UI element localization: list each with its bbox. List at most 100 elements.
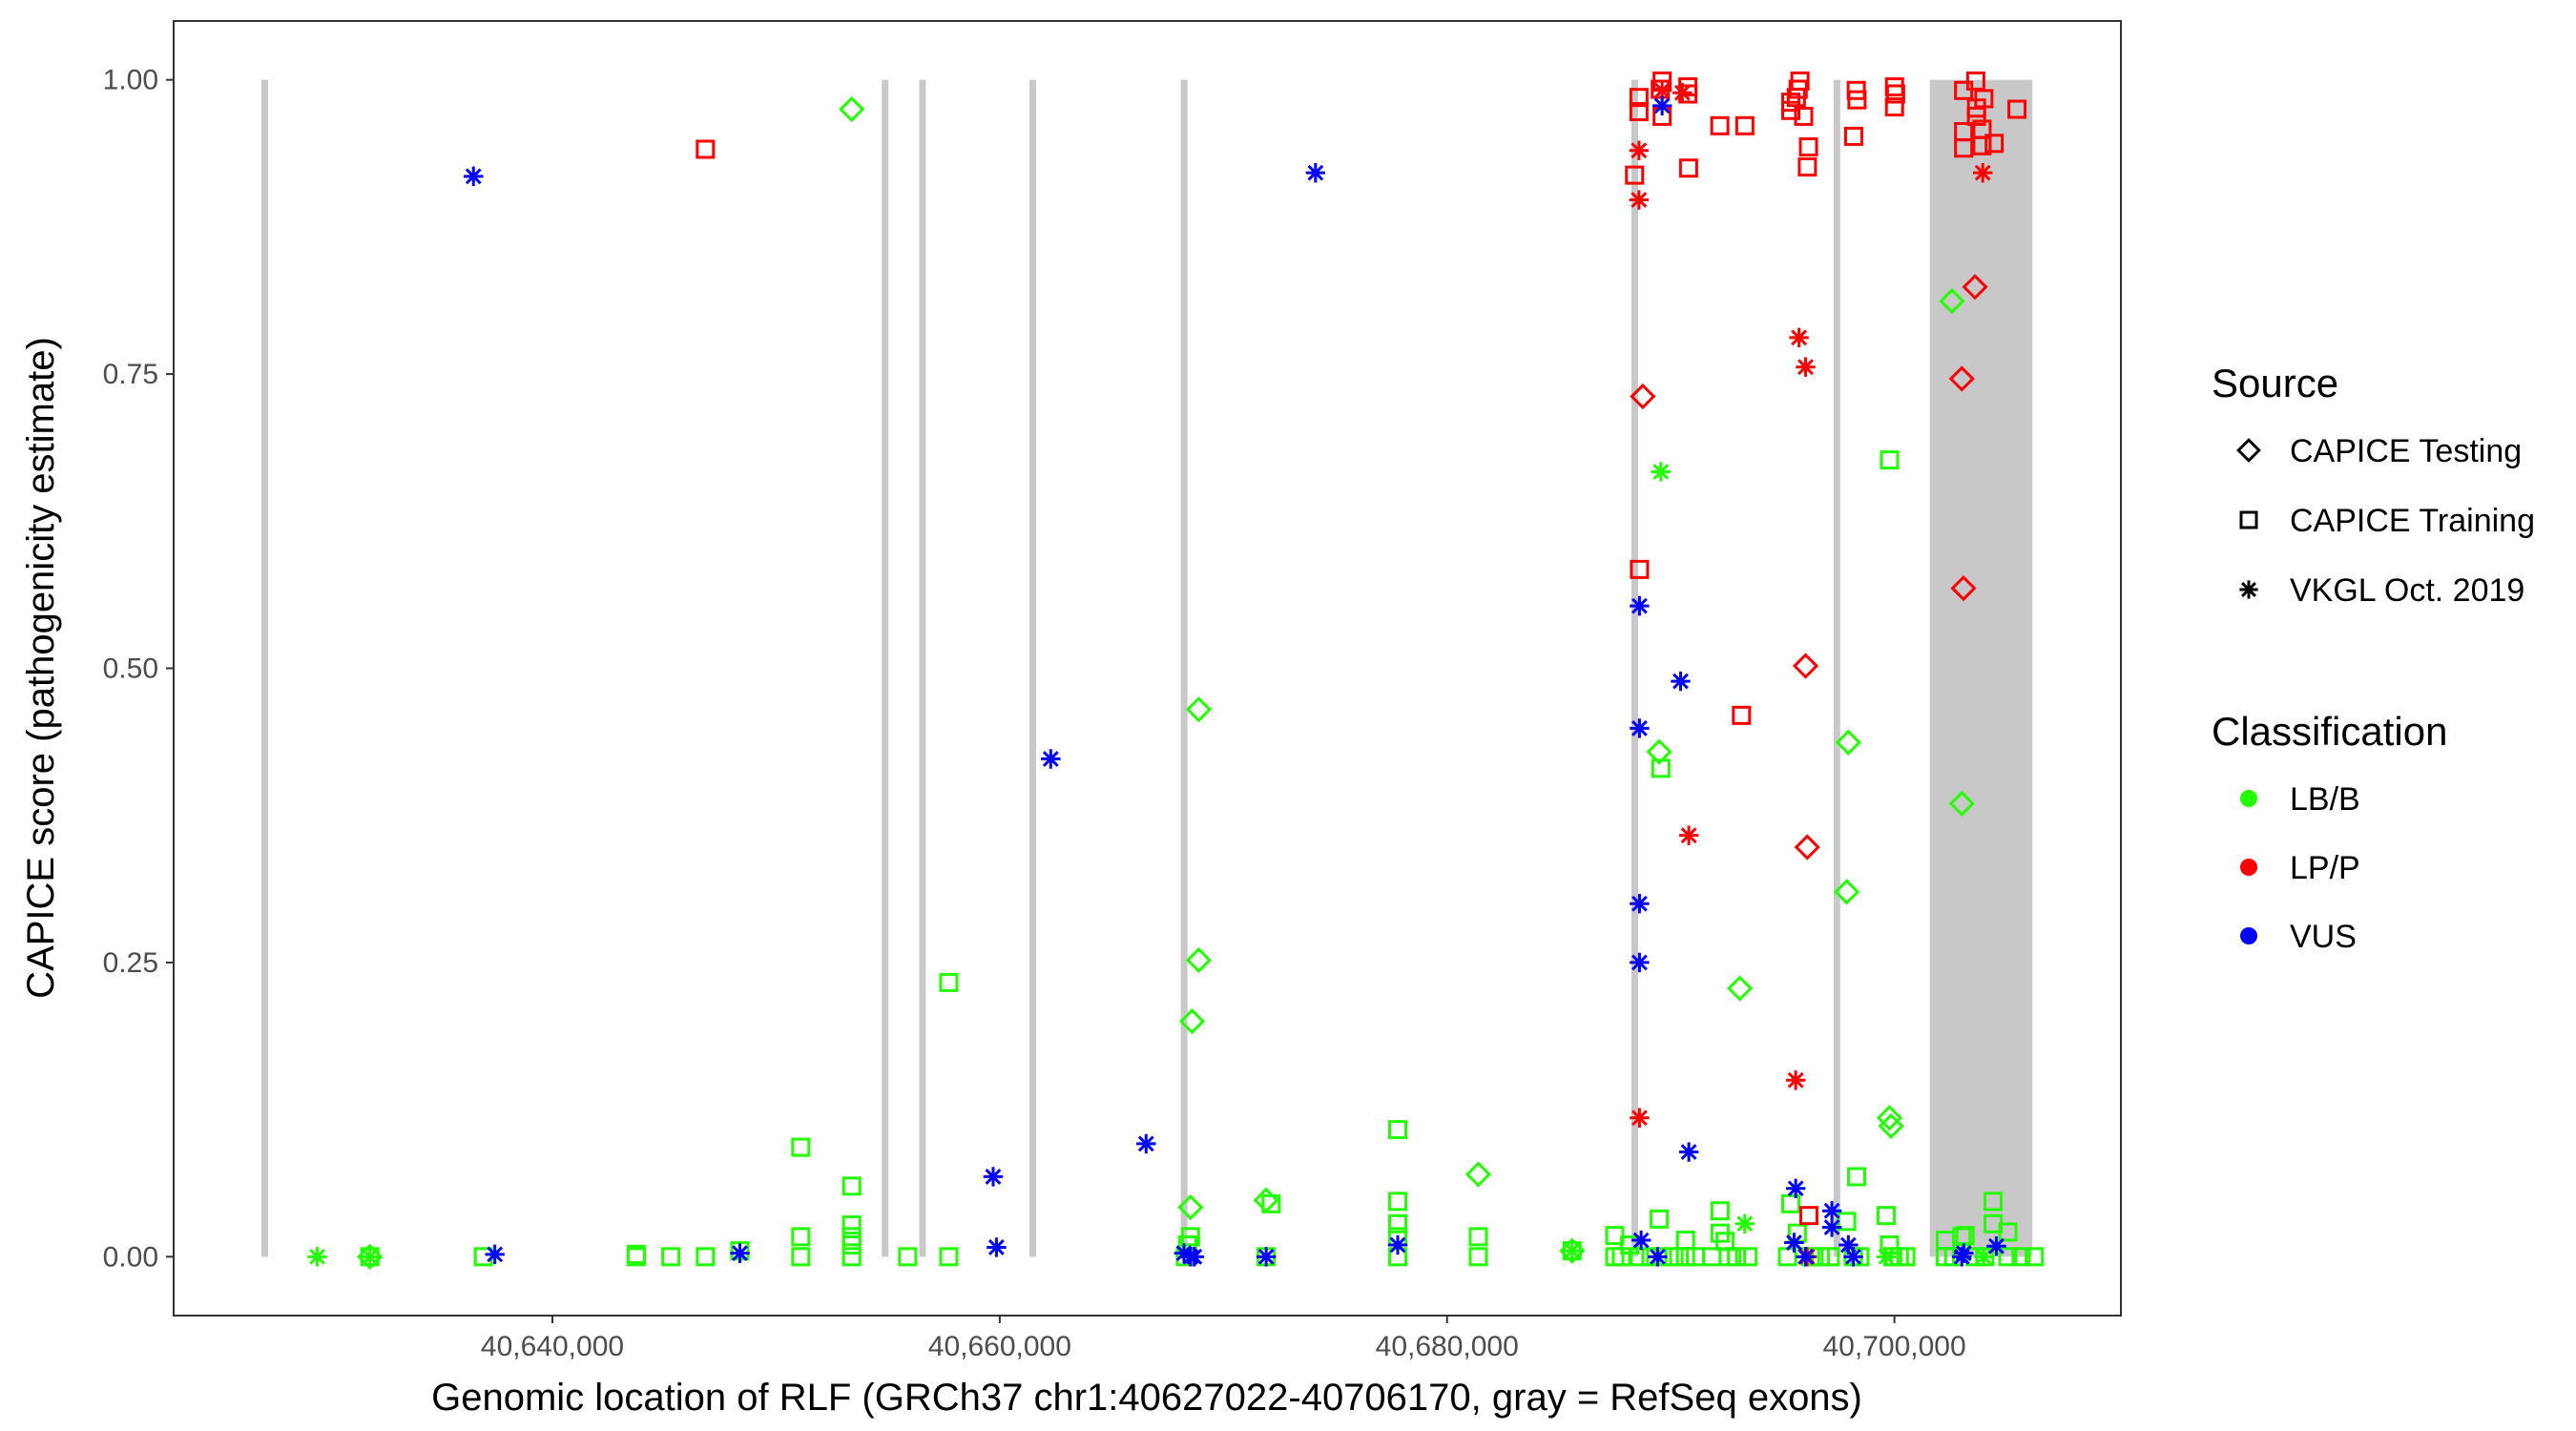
data-point bbox=[791, 1227, 811, 1247]
exon-band bbox=[1929, 79, 2033, 1257]
legend-label: CAPICE Training bbox=[2290, 503, 2535, 539]
exon-band bbox=[1028, 79, 1036, 1257]
data-point bbox=[1939, 288, 1965, 315]
series-capice-training-lp-p bbox=[696, 71, 2027, 1226]
data-point bbox=[1726, 975, 1754, 1002]
data-point bbox=[1846, 1167, 1866, 1187]
legend-key-dot-icon bbox=[2240, 859, 2257, 876]
y-tick-label: 1.00 bbox=[103, 65, 158, 96]
data-point bbox=[791, 1137, 811, 1157]
data-point bbox=[1184, 1247, 1205, 1267]
legend-label: LP/P bbox=[2290, 850, 2360, 886]
exon-band bbox=[882, 79, 889, 1257]
data-point bbox=[1185, 696, 1213, 723]
data-point bbox=[1948, 790, 1975, 817]
data-point bbox=[1305, 162, 1326, 183]
data-point bbox=[1710, 115, 1730, 135]
data-point bbox=[1984, 134, 2005, 154]
data-point bbox=[1625, 165, 1645, 185]
data-point bbox=[1821, 1217, 1842, 1237]
data-point bbox=[1876, 1105, 1903, 1131]
data-point bbox=[1630, 894, 1650, 914]
data-point bbox=[307, 1247, 327, 1267]
series-vkgl-oct-2019-vus bbox=[464, 95, 2006, 1267]
data-point bbox=[1876, 1206, 1896, 1226]
data-point bbox=[1178, 1007, 1206, 1035]
data-point bbox=[1646, 738, 1672, 765]
data-point bbox=[1678, 825, 1699, 845]
data-point bbox=[898, 1247, 918, 1267]
data-point bbox=[2007, 99, 2027, 119]
x-tick-label: 40,660,000 bbox=[928, 1331, 1071, 1362]
exon-band bbox=[260, 79, 268, 1257]
data-point bbox=[1821, 1201, 1842, 1221]
data-point bbox=[841, 1176, 862, 1196]
data-point bbox=[1177, 1193, 1204, 1221]
legend-label: VKGL Oct. 2019 bbox=[2290, 572, 2524, 609]
data-point bbox=[1630, 559, 1650, 579]
data-point bbox=[696, 139, 716, 159]
y-axis-title: CAPICE score (pathogenicity estimate) bbox=[20, 337, 62, 999]
data-point bbox=[1835, 729, 1861, 756]
plot-panel-background bbox=[174, 21, 2121, 1316]
data-point bbox=[841, 1215, 862, 1235]
data-point bbox=[939, 972, 959, 992]
legend-key-asterisk-icon bbox=[2239, 580, 2258, 599]
data-point bbox=[1878, 1112, 1904, 1139]
data-point bbox=[1261, 1193, 1281, 1213]
data-point bbox=[1650, 1209, 1670, 1229]
legend: Source CAPICE Testing CAPICE Training VKGL… bbox=[2212, 361, 2535, 955]
data-point bbox=[1950, 575, 1977, 602]
exon-band bbox=[1180, 79, 1188, 1257]
x-tick-label: 40,680,000 bbox=[1376, 1331, 1519, 1362]
data-point bbox=[1880, 450, 1900, 470]
data-point bbox=[1843, 1247, 1863, 1267]
data-point bbox=[1735, 115, 1755, 135]
data-point bbox=[1629, 140, 1650, 160]
legend-key-dot-icon bbox=[2240, 927, 2257, 944]
data-point bbox=[1954, 80, 1974, 100]
data-point bbox=[1966, 106, 1986, 126]
data-point bbox=[1962, 274, 1988, 301]
data-point bbox=[1785, 1070, 1806, 1090]
data-point bbox=[1847, 90, 1867, 110]
data-point bbox=[730, 1243, 750, 1263]
data-point bbox=[1876, 1247, 1897, 1267]
data-point bbox=[1796, 1247, 1816, 1267]
data-point bbox=[1984, 1192, 2004, 1212]
data-point bbox=[1794, 106, 1814, 126]
data-point bbox=[1972, 135, 1992, 156]
data-point bbox=[983, 1167, 1004, 1187]
data-point bbox=[464, 166, 484, 187]
data-point bbox=[1630, 1247, 1650, 1267]
y-tick-label: 0.50 bbox=[103, 653, 158, 685]
data-point bbox=[1388, 1120, 1408, 1140]
data-point bbox=[1834, 879, 1860, 905]
data-point bbox=[1784, 1233, 1804, 1253]
x-tick-label: 40,640,000 bbox=[481, 1331, 624, 1362]
data-point bbox=[1041, 749, 1061, 769]
x-tick-label: 40,700,000 bbox=[1823, 1331, 1966, 1362]
data-point bbox=[1781, 1193, 1801, 1213]
data-point bbox=[1675, 1247, 1695, 1267]
data-point bbox=[1839, 1234, 1859, 1255]
data-point bbox=[661, 1247, 681, 1267]
exon-band bbox=[1631, 79, 1638, 1257]
data-point bbox=[1792, 653, 1819, 679]
data-point bbox=[1388, 1213, 1408, 1234]
data-point bbox=[939, 1247, 959, 1267]
data-point bbox=[1651, 758, 1671, 778]
data-point bbox=[1998, 1247, 2018, 1267]
data-point bbox=[1652, 95, 1672, 116]
data-point bbox=[696, 1247, 716, 1267]
data-point bbox=[626, 1244, 646, 1264]
data-point bbox=[1884, 97, 1904, 117]
data-point bbox=[841, 1234, 862, 1255]
data-point bbox=[1630, 595, 1650, 616]
data-point bbox=[1786, 88, 1806, 108]
data-point bbox=[1630, 952, 1650, 973]
series-capice-testing-lp-p bbox=[1630, 274, 1988, 861]
data-point bbox=[1948, 365, 1975, 392]
data-point bbox=[1562, 1240, 1582, 1261]
